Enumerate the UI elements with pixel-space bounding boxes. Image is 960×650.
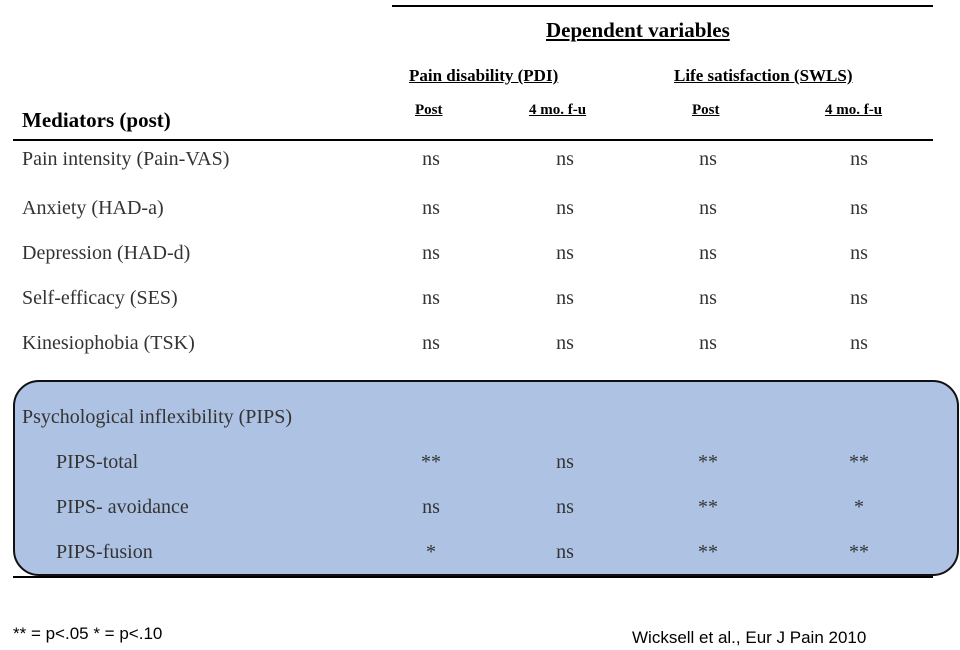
column-header-pdi-post: Post [415,102,443,118]
mediators-title: Mediators (post) [22,108,171,132]
table-cell: ** [698,541,718,563]
table-cell: ns [699,287,717,309]
table-cell: ** [849,541,869,563]
column-header-pdi-fu: 4 mo. f-u [529,102,587,118]
table-cell: ns [556,541,574,563]
table-cell: ** [698,496,718,518]
column-header-swls-post: Post [692,102,720,118]
row-label-kinesiophobia: Kinesiophobia (TSK) [22,332,195,354]
table-cell: ns [850,287,868,309]
row-label-pips-avoidance: PIPS- avoidance [56,496,189,518]
row-label-pain-intensity: Pain intensity (Pain-VAS) [22,148,230,170]
table-cell: ns [422,242,440,264]
table-cell: ns [422,148,440,170]
row-label-pips-fusion: PIPS-fusion [56,541,153,563]
row-label-depression: Depression (HAD-d) [22,242,191,264]
row-label-pips-total: PIPS-total [56,451,139,473]
column-header-swls-fu: 4 mo. f-u [825,102,883,118]
table-cell: ns [850,242,868,264]
pips-highlight-box [13,380,959,576]
table-cell: * [854,496,864,518]
table-cell: ns [556,451,574,473]
table-cell: ns [556,287,574,309]
group-header-pdi: Pain disability (PDI) [409,66,559,85]
bottom-rule [13,576,933,578]
table-cell: ns [556,197,574,219]
table-cell: ns [556,332,574,354]
row-label-self-efficacy: Self-efficacy (SES) [22,287,178,309]
table-cell: ns [850,148,868,170]
table-cell: ns [699,332,717,354]
citation: Wicksell et al., Eur J Pain 2010 [632,628,867,647]
table-cell: ** [849,451,869,473]
table-cell: ** [698,451,718,473]
table-cell: ns [850,332,868,354]
top-rule [392,5,933,7]
row-label-anxiety: Anxiety (HAD-a) [22,197,164,219]
table-cell: ** [421,451,441,473]
table-cell: ns [422,197,440,219]
table-cell: ns [699,197,717,219]
significance-legend: ** = p<.05 * = p<.10 [13,624,163,643]
table-cell: ns [556,148,574,170]
table-cell: ns [422,496,440,518]
table-cell: ns [556,242,574,264]
dependent-variables-title: Dependent variables [546,18,730,42]
table-cell: ns [422,332,440,354]
table-cell: ns [699,148,717,170]
table-cell: ns [699,242,717,264]
table-cell: ns [850,197,868,219]
table-cell: ns [556,496,574,518]
group-header-swls: Life satisfaction (SWLS) [674,66,853,85]
header-rule [13,139,933,141]
pips-section-title: Psychological inflexibility (PIPS) [22,406,292,428]
table-cell: ns [422,287,440,309]
table-cell: * [426,541,436,563]
